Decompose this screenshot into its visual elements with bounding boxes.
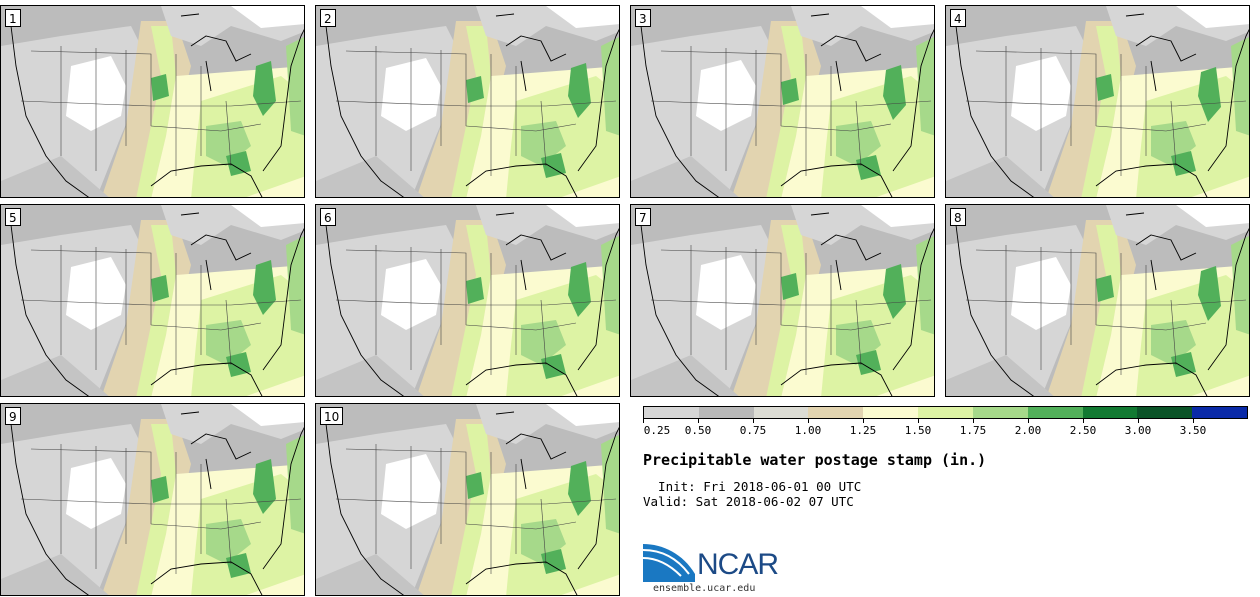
- tick-mark: [1138, 419, 1139, 423]
- stamp-number: 10: [320, 407, 344, 425]
- precipitable-water-map: [316, 205, 619, 396]
- tick-label: 2.50: [1069, 424, 1097, 437]
- color-scale-segment: [1137, 407, 1193, 418]
- color-scale-segment: [644, 407, 699, 418]
- precipitable-water-map: [1, 404, 304, 595]
- precipitable-water-map: [1, 6, 304, 197]
- map-stamp: 1: [0, 5, 305, 198]
- color-scale-segment: [753, 407, 809, 418]
- tick-mark: [863, 419, 864, 423]
- tick-mark: [918, 419, 919, 423]
- map-stamp: 9: [0, 403, 305, 596]
- chart-title: Precipitable water postage stamp (in.): [643, 451, 987, 469]
- tick-mark: [808, 419, 809, 423]
- tick-label: 3.00: [1124, 424, 1152, 437]
- tick-label: 1.75: [959, 424, 987, 437]
- tick-mark: [698, 419, 699, 423]
- tick-label: 1.50: [904, 424, 932, 437]
- stamp-number: 5: [5, 208, 21, 226]
- tick-mark: [643, 419, 644, 423]
- color-scale-segment: [808, 407, 864, 418]
- tick-mark: [1028, 419, 1029, 423]
- stamp-number: 2: [320, 9, 336, 27]
- map-stamp: 7: [630, 204, 935, 397]
- precipitable-water-map: [316, 6, 619, 197]
- color-scale-segment: [918, 407, 973, 418]
- stamp-number: 1: [5, 9, 21, 27]
- map-stamp: 8: [945, 204, 1250, 397]
- map-stamp: 5: [0, 204, 305, 397]
- color-scale-segment: [972, 407, 1028, 418]
- stamp-number: 3: [635, 9, 651, 27]
- init-time: Init: Fri 2018-06-01 00 UTC: [643, 479, 862, 494]
- color-scale-segment: [1192, 407, 1247, 418]
- tick-label: 1.25: [849, 424, 877, 437]
- map-stamp: 6: [315, 204, 620, 397]
- map-stamp: 3: [630, 5, 935, 198]
- precipitable-water-map: [1, 205, 304, 396]
- color-scale-segment: [1082, 407, 1138, 418]
- valid-time: Valid: Sat 2018-06-02 07 UTC: [643, 494, 854, 509]
- tick-mark: [1193, 419, 1194, 423]
- tick-label: 0.50: [684, 424, 712, 437]
- tick-label: 0.25: [643, 424, 671, 437]
- color-scale-segment: [698, 407, 754, 418]
- tick-label: 2.00: [1014, 424, 1042, 437]
- ncar-logo-icon: [643, 544, 695, 582]
- tick-mark: [973, 419, 974, 423]
- stamp-number: 4: [950, 9, 966, 27]
- color-scale-ticks: 0.25 0.50 0.75 1.00 1.25 1.50 1.75 2.00 2.50 3.00…: [643, 419, 1248, 440]
- stamp-number: 6: [320, 208, 336, 226]
- precipitable-water-map: [631, 6, 934, 197]
- map-stamp: 4: [945, 5, 1250, 198]
- map-stamp: 10: [315, 403, 620, 596]
- precipitable-water-map: [316, 404, 619, 595]
- color-scale-segment: [863, 407, 919, 418]
- stamp-number: 9: [5, 407, 21, 425]
- color-scale-bar: [643, 406, 1248, 419]
- logo-url: ensemble.ucar.edu: [653, 583, 756, 594]
- tick-mark: [1083, 419, 1084, 423]
- precipitable-water-map: [631, 205, 934, 396]
- map-stamp: 2: [315, 5, 620, 198]
- stamp-number: 8: [950, 208, 966, 226]
- tick-label: 1.00: [794, 424, 822, 437]
- tick-mark: [753, 419, 754, 423]
- precipitable-water-map: [946, 6, 1249, 197]
- color-scale-segment: [1027, 407, 1083, 418]
- tick-label: 3.50: [1179, 424, 1207, 437]
- tick-label: 0.75: [739, 424, 767, 437]
- precipitable-water-map: [946, 205, 1249, 396]
- stamp-number: 7: [635, 208, 651, 226]
- logo-text: NCAR: [697, 548, 779, 581]
